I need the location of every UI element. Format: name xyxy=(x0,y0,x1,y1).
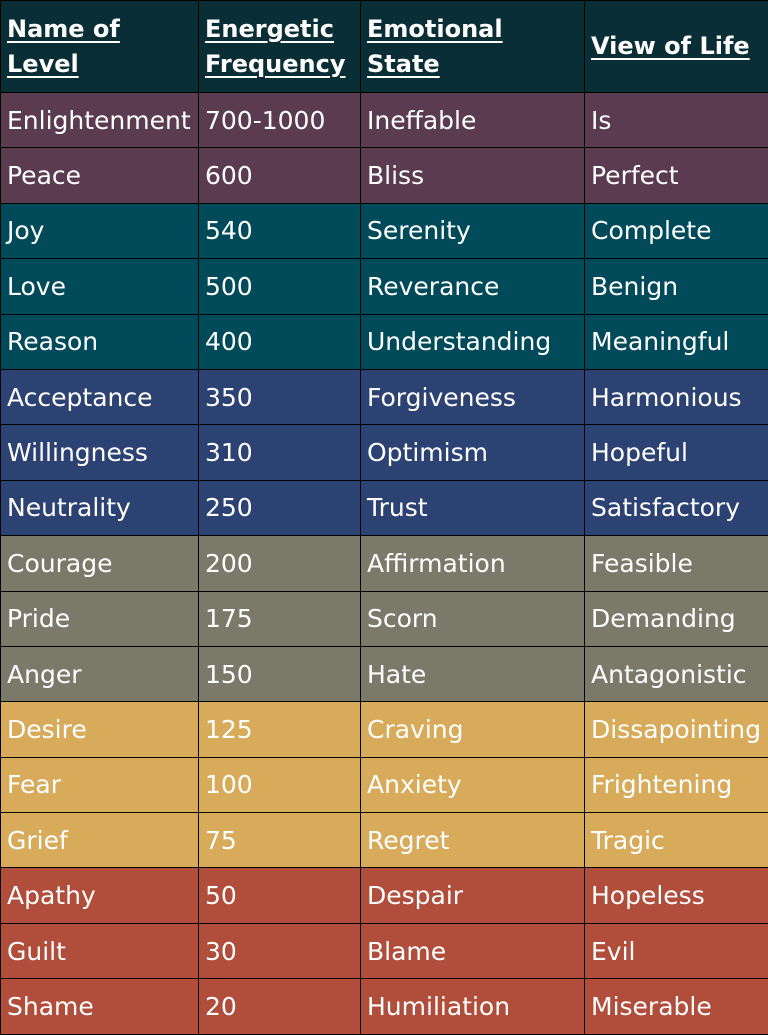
emotion-cell: Anxiety xyxy=(361,757,585,812)
level-cell: Guilt xyxy=(1,923,199,978)
emotion-cell: Understanding xyxy=(361,314,585,369)
view-cell: Satisfactory xyxy=(585,480,768,535)
view-cell: Miserable xyxy=(585,979,768,1034)
view-cell: Dissapointing xyxy=(585,702,768,757)
header-energetic-frequency: Energetic Frequency xyxy=(199,1,361,93)
level-cell: Apathy xyxy=(1,868,199,923)
emotion-cell: Despair xyxy=(361,868,585,923)
emotion-cell: Optimism xyxy=(361,425,585,480)
emotion-cell: Serenity xyxy=(361,203,585,258)
view-cell: Is xyxy=(585,93,768,148)
view-cell: Complete xyxy=(585,203,768,258)
emotion-cell: Forgiveness xyxy=(361,369,585,424)
frequency-cell: 200 xyxy=(199,536,361,591)
emotion-cell: Humiliation xyxy=(361,979,585,1034)
emotion-cell: Affirmation xyxy=(361,536,585,591)
frequency-cell: 125 xyxy=(199,702,361,757)
view-cell: Tragic xyxy=(585,813,768,868)
level-cell: Grief xyxy=(1,813,199,868)
level-cell: Willingness xyxy=(1,425,199,480)
level-cell: Peace xyxy=(1,148,199,203)
frequency-cell: 100 xyxy=(199,757,361,812)
emotion-cell: Blame xyxy=(361,923,585,978)
frequency-cell: 400 xyxy=(199,314,361,369)
frequency-cell: 350 xyxy=(199,369,361,424)
header-name-of-level: Name of Level xyxy=(1,1,199,93)
emotion-cell: Reverance xyxy=(361,259,585,314)
view-cell: Hopeful xyxy=(585,425,768,480)
view-cell: Feasible xyxy=(585,536,768,591)
header-emotional-state: Emotional State xyxy=(361,1,585,93)
emotion-cell: Scorn xyxy=(361,591,585,646)
view-cell: Perfect xyxy=(585,148,768,203)
emotion-cell: Ineffable xyxy=(361,93,585,148)
view-cell: Demanding xyxy=(585,591,768,646)
frequency-cell: 310 xyxy=(199,425,361,480)
table-header: Name of Level Energetic Frequency Emotio… xyxy=(1,1,768,93)
level-cell: Enlightenment xyxy=(1,93,199,148)
emotion-cell: Craving xyxy=(361,702,585,757)
emotion-cell: Hate xyxy=(361,646,585,701)
header-row: Name of Level Energetic Frequency Emotio… xyxy=(1,1,768,93)
frequency-cell: 600 xyxy=(199,148,361,203)
frequency-cell: 250 xyxy=(199,480,361,535)
emotion-cell: Regret xyxy=(361,813,585,868)
frequency-cell: 700-1000 xyxy=(199,93,361,148)
level-cell: Anger xyxy=(1,646,199,701)
frequency-cell: 30 xyxy=(199,923,361,978)
frequency-cell: 20 xyxy=(199,979,361,1034)
frequency-cell: 175 xyxy=(199,591,361,646)
view-cell: Benign xyxy=(585,259,768,314)
view-cell: Frightening xyxy=(585,757,768,812)
frequency-cell: 540 xyxy=(199,203,361,258)
view-cell: Harmonious xyxy=(585,369,768,424)
level-cell: Fear xyxy=(1,757,199,812)
header-frequency-line1: Energetic xyxy=(205,12,354,47)
frequency-cell: 75 xyxy=(199,813,361,868)
level-cell: Joy xyxy=(1,203,199,258)
level-cell: Pride xyxy=(1,591,199,646)
header-view-of-life: View of Life xyxy=(585,1,768,93)
view-cell: Meaningful xyxy=(585,314,768,369)
emotion-cell: Trust xyxy=(361,480,585,535)
level-cell: Neutrality xyxy=(1,480,199,535)
frequency-cell: 50 xyxy=(199,868,361,923)
level-cell: Reason xyxy=(1,314,199,369)
level-cell: Courage xyxy=(1,536,199,591)
emotion-cell: Bliss xyxy=(361,148,585,203)
view-cell: Hopeless xyxy=(585,868,768,923)
frequency-cell: 150 xyxy=(199,646,361,701)
view-cell: Evil xyxy=(585,923,768,978)
level-cell: Acceptance xyxy=(1,369,199,424)
header-frequency-line2: Frequency xyxy=(205,47,354,82)
frequency-cell: 500 xyxy=(199,259,361,314)
view-cell: Antagonistic xyxy=(585,646,768,701)
level-cell: Love xyxy=(1,259,199,314)
level-cell: Desire xyxy=(1,702,199,757)
level-cell: Shame xyxy=(1,979,199,1034)
